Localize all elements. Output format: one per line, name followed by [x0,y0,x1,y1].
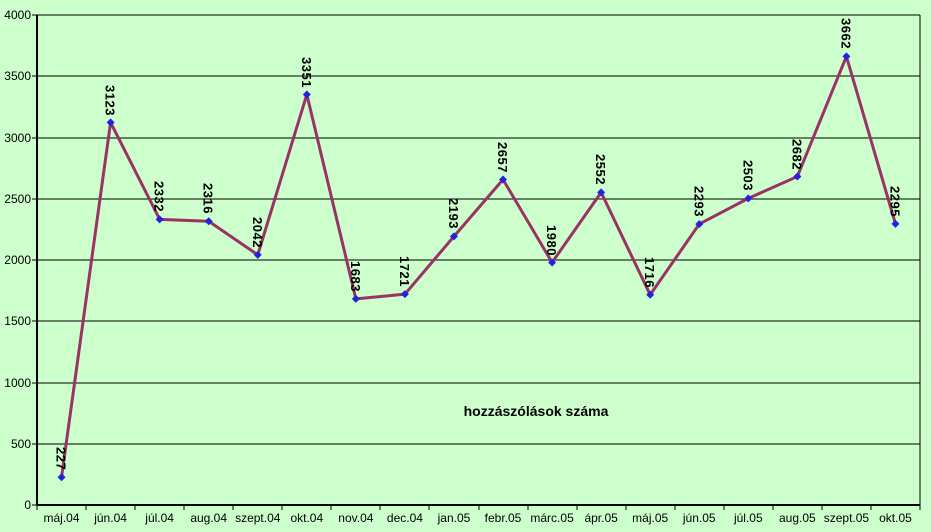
data-point-marker [155,215,164,224]
x-axis-label: jan.05 [437,511,471,525]
y-axis-label: 2000 [4,253,31,267]
data-label: 3351 [298,56,314,88]
data-point-marker [597,188,606,197]
x-axis-label: szept.04 [235,511,281,525]
data-label: 2316 [200,183,216,215]
data-label: 2042 [249,216,265,248]
data-point-marker [793,172,802,181]
data-point-marker [253,250,262,259]
data-point-marker [695,220,704,229]
data-label: 2682 [789,138,805,170]
data-label: 2552 [593,154,609,186]
data-label: 3123 [102,84,118,116]
data-point-marker [499,175,508,184]
x-axis-label: okt.05 [879,511,912,525]
x-axis-label: máj.04 [43,511,80,525]
y-axis-label: 1500 [4,314,31,328]
x-axis-label: jún.04 [94,511,127,525]
data-label: 2193 [445,198,461,230]
data-point-marker [106,118,115,127]
x-axis-label: márc.05 [530,511,574,525]
series-line [60,54,897,478]
data-label: 3662 [838,18,854,50]
y-axis-label: 2500 [4,192,31,206]
y-axis-label: 1000 [4,376,31,390]
data-point-marker [351,294,360,303]
data-point-marker [57,473,66,482]
data-label: 2332 [151,181,167,213]
x-axis-label: júl.05 [733,511,763,525]
data-point-marker [204,217,213,226]
data-label: 227 [53,447,69,471]
x-axis-label: febr.05 [484,511,522,525]
data-point-marker [744,194,753,203]
y-axis-label: 3000 [4,131,31,145]
data-label: 1721 [396,256,412,288]
data-label: 1716 [642,256,658,288]
data-point-marker [891,219,900,228]
x-axis-label: nov.04 [338,511,374,525]
y-axis-label: 4000 [4,8,31,22]
x-axis-label: jún.05 [682,511,716,525]
x-axis-label: aug.04 [190,511,228,525]
data-label: 1683 [347,260,363,292]
data-point-marker [302,90,311,99]
data-point-marker [400,290,409,299]
data-label: 2295 [887,185,903,217]
data-point-marker [449,232,458,241]
data-label: 2293 [691,186,707,218]
x-axis-label: dec.04 [386,511,423,525]
y-axis-label: 0 [24,498,31,512]
data-point-marker [548,258,557,267]
y-axis-label: 3500 [4,69,31,83]
data-label: 1980 [544,224,560,256]
x-axis-label: okt.04 [290,511,324,525]
data-point-marker [842,52,851,61]
y-axis-label: 500 [10,437,31,451]
x-axis-label: máj.05 [632,511,669,525]
chart-title: hozzászólások száma [463,403,609,419]
x-axis-label: júl.04 [145,511,174,525]
data-label: 2657 [495,141,511,173]
x-axis-label: szept.05 [823,511,870,525]
data-point-marker [646,290,655,299]
x-axis-label: ápr.05 [584,511,618,525]
data-label: 2503 [740,160,756,192]
x-axis-label: aug.05 [779,511,816,525]
